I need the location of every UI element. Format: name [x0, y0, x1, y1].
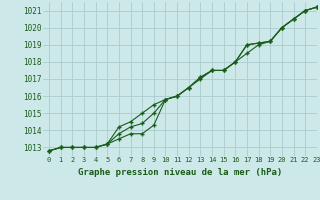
X-axis label: Graphe pression niveau de la mer (hPa): Graphe pression niveau de la mer (hPa): [78, 168, 282, 177]
